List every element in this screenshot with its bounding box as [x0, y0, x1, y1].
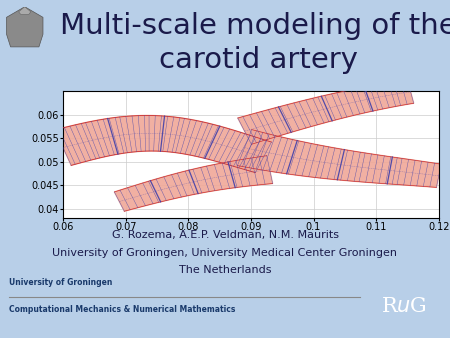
Text: University of Groningen, University Medical Center Groningen: University of Groningen, University Medi… [53, 248, 397, 258]
Text: G. Rozema, A.E.P. Veldman, N.M. Maurits: G. Rozema, A.E.P. Veldman, N.M. Maurits [112, 230, 338, 240]
Polygon shape [238, 129, 441, 187]
Text: R$u$G: R$u$G [381, 297, 427, 316]
Polygon shape [114, 156, 273, 211]
Text: Computational Mechanics & Numerical Mathematics: Computational Mechanics & Numerical Math… [9, 305, 235, 314]
Text: The Netherlands: The Netherlands [179, 265, 271, 275]
Polygon shape [238, 80, 414, 144]
Polygon shape [55, 116, 271, 173]
Polygon shape [18, 7, 31, 15]
Polygon shape [6, 7, 43, 47]
Text: University of Groningen: University of Groningen [9, 279, 112, 288]
Text: Multi-scale modeling of the
carotid artery: Multi-scale modeling of the carotid arte… [60, 12, 450, 74]
